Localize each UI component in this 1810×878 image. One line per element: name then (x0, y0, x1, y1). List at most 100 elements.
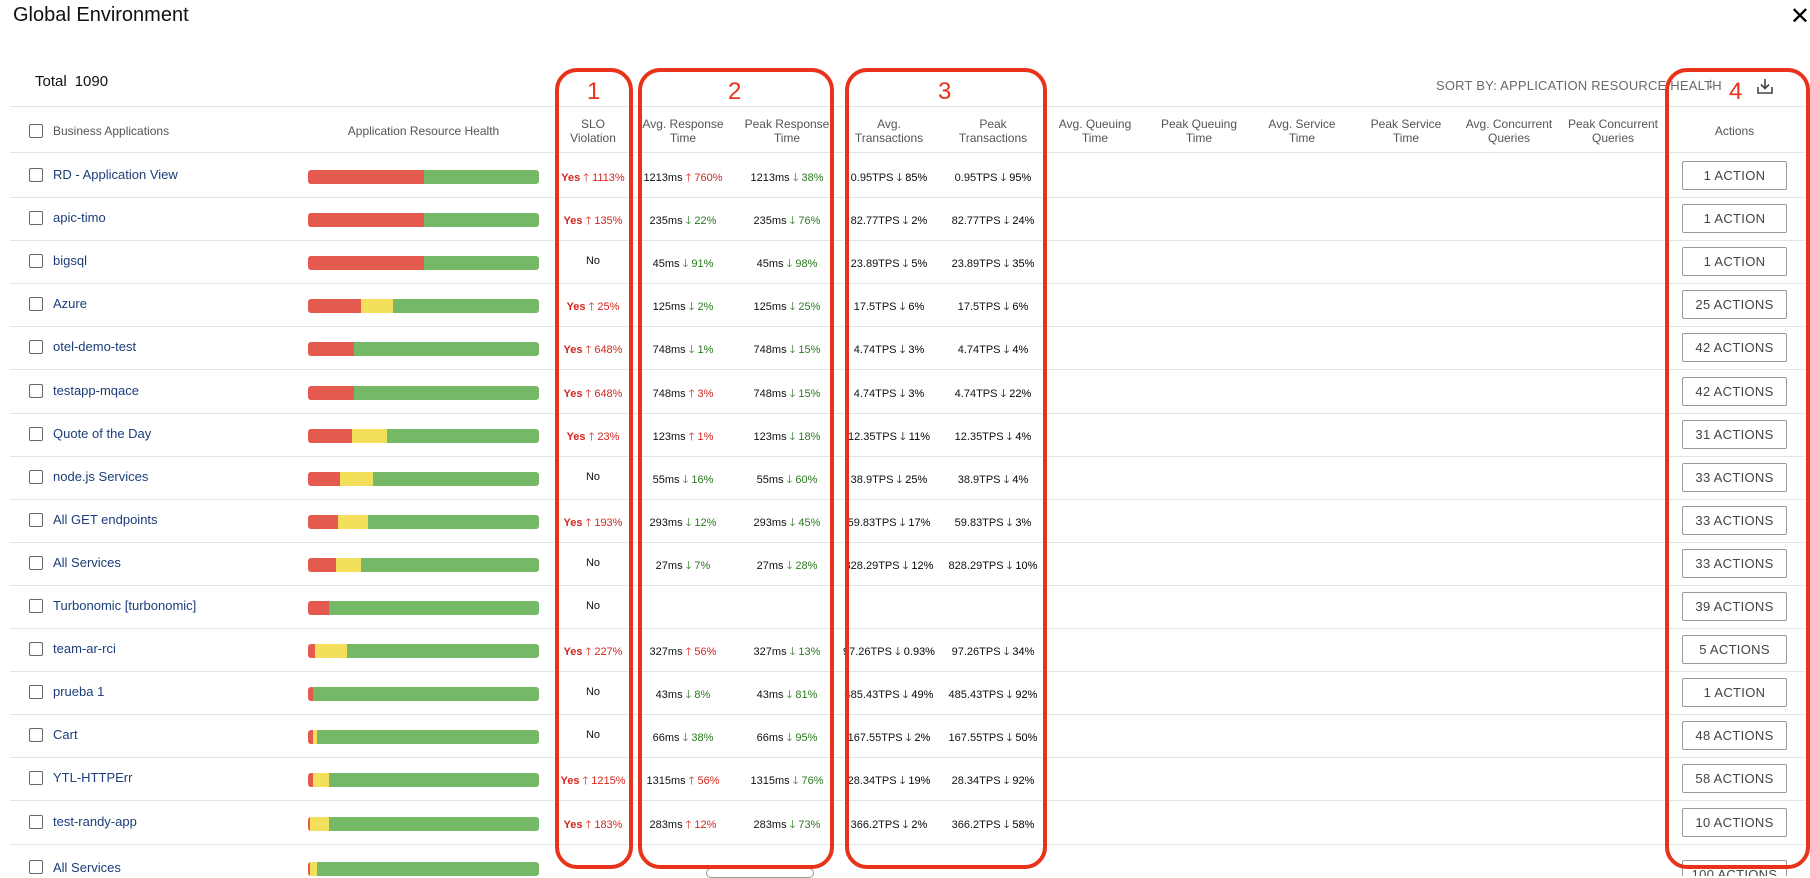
download-icon[interactable] (1756, 77, 1774, 95)
row-checkbox[interactable] (29, 211, 43, 226)
app-name-link[interactable]: RD - Application View (53, 167, 178, 182)
col-peak-concurrent-queries[interactable]: Peak Concurrent Queries (1567, 117, 1659, 145)
arrow-down-icon: 🡓 (789, 172, 799, 184)
app-name-link[interactable]: All Services (53, 554, 121, 570)
row-checkbox[interactable] (29, 426, 43, 441)
app-name-link[interactable]: bigsql (53, 253, 87, 269)
row-checkbox[interactable] (29, 771, 43, 786)
peak-response-time-cell: 235ms 🡓 76% (739, 212, 835, 231)
col-avg-transactions[interactable]: Avg. Transactions (854, 117, 924, 145)
arrow-down-icon: 🡓 (896, 775, 906, 788)
row-divider (10, 584, 1805, 586)
slo-violation-cell: No (557, 471, 629, 483)
col-avg-queuing-time[interactable]: Avg. Queuing Time (1058, 117, 1132, 145)
row-checkbox[interactable] (29, 728, 43, 743)
peak-response-time-cell: 1315ms 🡓 76% (739, 772, 835, 791)
select-all-checkbox[interactable] (29, 124, 43, 138)
actions-button[interactable]: 31 ACTIONS (1682, 419, 1787, 449)
actions-button[interactable]: 1 ACTION (1682, 678, 1787, 708)
actions-button[interactable]: 100 ACTIONS (1682, 860, 1787, 876)
actions-button[interactable]: 39 ACTIONS (1682, 592, 1787, 621)
metric-value: 1213ms (643, 172, 683, 184)
app-name-link[interactable]: testapp-mqace (53, 382, 139, 398)
row-checkbox[interactable] (29, 469, 43, 484)
health-ok-segment (328, 601, 539, 615)
actions-button[interactable]: 42 ACTIONS (1682, 376, 1787, 406)
app-name-link[interactable]: node.js Services (53, 468, 149, 484)
close-icon[interactable]: ✕ (1789, 3, 1810, 30)
actions-button[interactable]: 42 ACTIONS (1682, 333, 1787, 363)
app-name-link[interactable]: apic-timo (53, 210, 106, 226)
actions-button[interactable]: 1 ACTION (1682, 204, 1787, 234)
resource-health-bar (308, 299, 539, 314)
sort-by-selector[interactable]: SORT BY: APPLICATION RESOURCE HEALTH (1436, 78, 1722, 93)
actions-button[interactable]: 5 ACTIONS (1682, 635, 1787, 665)
sort-direction-icon[interactable]: ↓ (1707, 75, 1715, 92)
app-name-link[interactable]: otel-demo-test (53, 339, 137, 355)
app-name-link[interactable]: Azure (53, 296, 87, 312)
actions-button[interactable]: 33 ACTIONS (1682, 462, 1787, 492)
actions-button[interactable]: 10 ACTIONS (1682, 807, 1787, 837)
peak-transactions-cell: 28.34TPS 🡓 92% (945, 772, 1041, 791)
row-checkbox[interactable] (29, 297, 43, 312)
app-name-link[interactable]: Quote of the Day (53, 425, 152, 441)
peak-transactions-cell: 366.2TPS 🡓 58% (945, 816, 1041, 835)
peak-transactions-cell: 485.43TPS 🡓 92% (945, 686, 1041, 705)
row-checkbox[interactable] (29, 383, 43, 398)
col-resource-health[interactable]: Application Resource Health (347, 124, 500, 138)
app-name-link[interactable]: All GET endpoints (53, 511, 158, 527)
row-checkbox[interactable] (29, 168, 43, 182)
app-name-link[interactable]: Cart (53, 727, 78, 743)
actions-button[interactable]: 33 ACTIONS (1682, 505, 1787, 535)
peak-transactions-cell: 59.83TPS 🡓 3% (945, 514, 1041, 533)
slo-value: Yes (563, 215, 583, 228)
col-avg-concurrent-queries[interactable]: Avg. Concurrent Queries (1465, 117, 1553, 145)
metric-change: 35% (1009, 258, 1035, 271)
row-checkbox[interactable] (29, 512, 43, 527)
metric-value: 828.29TPS (948, 559, 1004, 572)
peak-transactions-cell: 38.9TPS 🡓 4% (945, 471, 1041, 490)
avg-response-time-cell: 293ms 🡓 12% (635, 514, 731, 533)
metric-change: 91% (688, 258, 714, 271)
row-checkbox[interactable] (29, 555, 43, 570)
app-name-link[interactable]: Turbonomic [turbonomic] (53, 598, 197, 613)
col-peak-service-time[interactable]: Peak Service Time (1370, 117, 1442, 145)
col-peak-queuing-time[interactable]: Peak Queuing Time (1160, 117, 1238, 145)
row-checkbox[interactable] (29, 685, 43, 700)
actions-button[interactable]: 1 ACTION (1682, 247, 1787, 277)
arrow-down-icon: 🡓 (1000, 818, 1010, 831)
col-slo-violation[interactable]: SLO Violation (570, 117, 616, 145)
metric-change: 760% (691, 172, 723, 184)
col-business-applications[interactable]: Business Applications (53, 124, 170, 138)
app-name-link[interactable]: prueba 1 (53, 684, 105, 700)
actions-button[interactable]: 33 ACTIONS (1682, 548, 1787, 578)
col-peak-response-time[interactable]: Peak Response Time (744, 117, 830, 145)
app-name-link[interactable]: team-ar-rci (53, 641, 116, 657)
col-avg-response-time[interactable]: Avg. Response Time (642, 117, 724, 145)
resource-health-bar (308, 730, 539, 745)
app-name-link[interactable]: YTL-HTTPErr (53, 770, 133, 786)
metric-value: 27ms (756, 559, 784, 572)
metric-change: 85% (902, 172, 928, 184)
row-checkbox[interactable] (29, 340, 43, 355)
health-critical-segment (308, 170, 424, 184)
col-avg-service-time[interactable]: Avg. Service Time (1268, 117, 1336, 145)
row-checkbox[interactable] (29, 254, 43, 269)
actions-button[interactable]: 25 ACTIONS (1682, 290, 1787, 320)
row-checkbox[interactable] (29, 642, 43, 657)
row-checkbox[interactable] (29, 599, 43, 613)
actions-button[interactable]: 48 ACTIONS (1682, 721, 1787, 751)
horizontal-scrollbar-thumb[interactable] (706, 868, 814, 878)
arrow-down-icon: 🡓 (1000, 258, 1010, 271)
metric-change: 95% (1006, 172, 1032, 184)
row-checkbox[interactable] (29, 860, 43, 874)
app-name-link[interactable]: test-randy-app (53, 813, 137, 829)
actions-button[interactable]: 58 ACTIONS (1682, 764, 1787, 794)
actions-button[interactable]: 1 ACTION (1682, 161, 1787, 190)
row-divider (10, 628, 1805, 629)
peak-transactions-cell: 4.74TPS 🡓 4% (945, 341, 1041, 360)
health-warning-segment (340, 471, 373, 486)
row-checkbox[interactable] (29, 814, 43, 829)
col-peak-transactions[interactable]: Peak Transactions (958, 117, 1028, 145)
app-name-link[interactable]: All Services (53, 860, 121, 875)
